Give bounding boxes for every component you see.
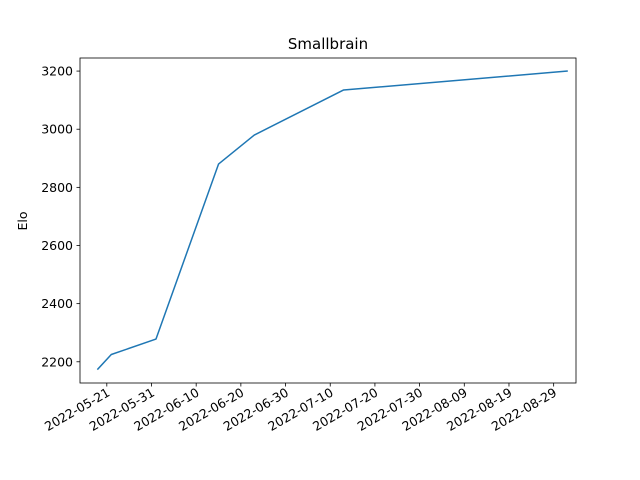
- series-line-0: [96, 70, 568, 371]
- y-tick-label: 2400: [41, 296, 73, 311]
- y-tick-label: 3000: [41, 122, 73, 137]
- y-tick-label: 2600: [41, 238, 73, 253]
- y-axis-label: Elo: [15, 211, 30, 230]
- y-tick-label: 2800: [41, 180, 73, 195]
- chart-title: Smallbrain: [288, 35, 368, 53]
- y-tick-label: 2200: [41, 354, 73, 369]
- plot-frame: [79, 57, 577, 384]
- y-tick-label: 3200: [41, 64, 73, 79]
